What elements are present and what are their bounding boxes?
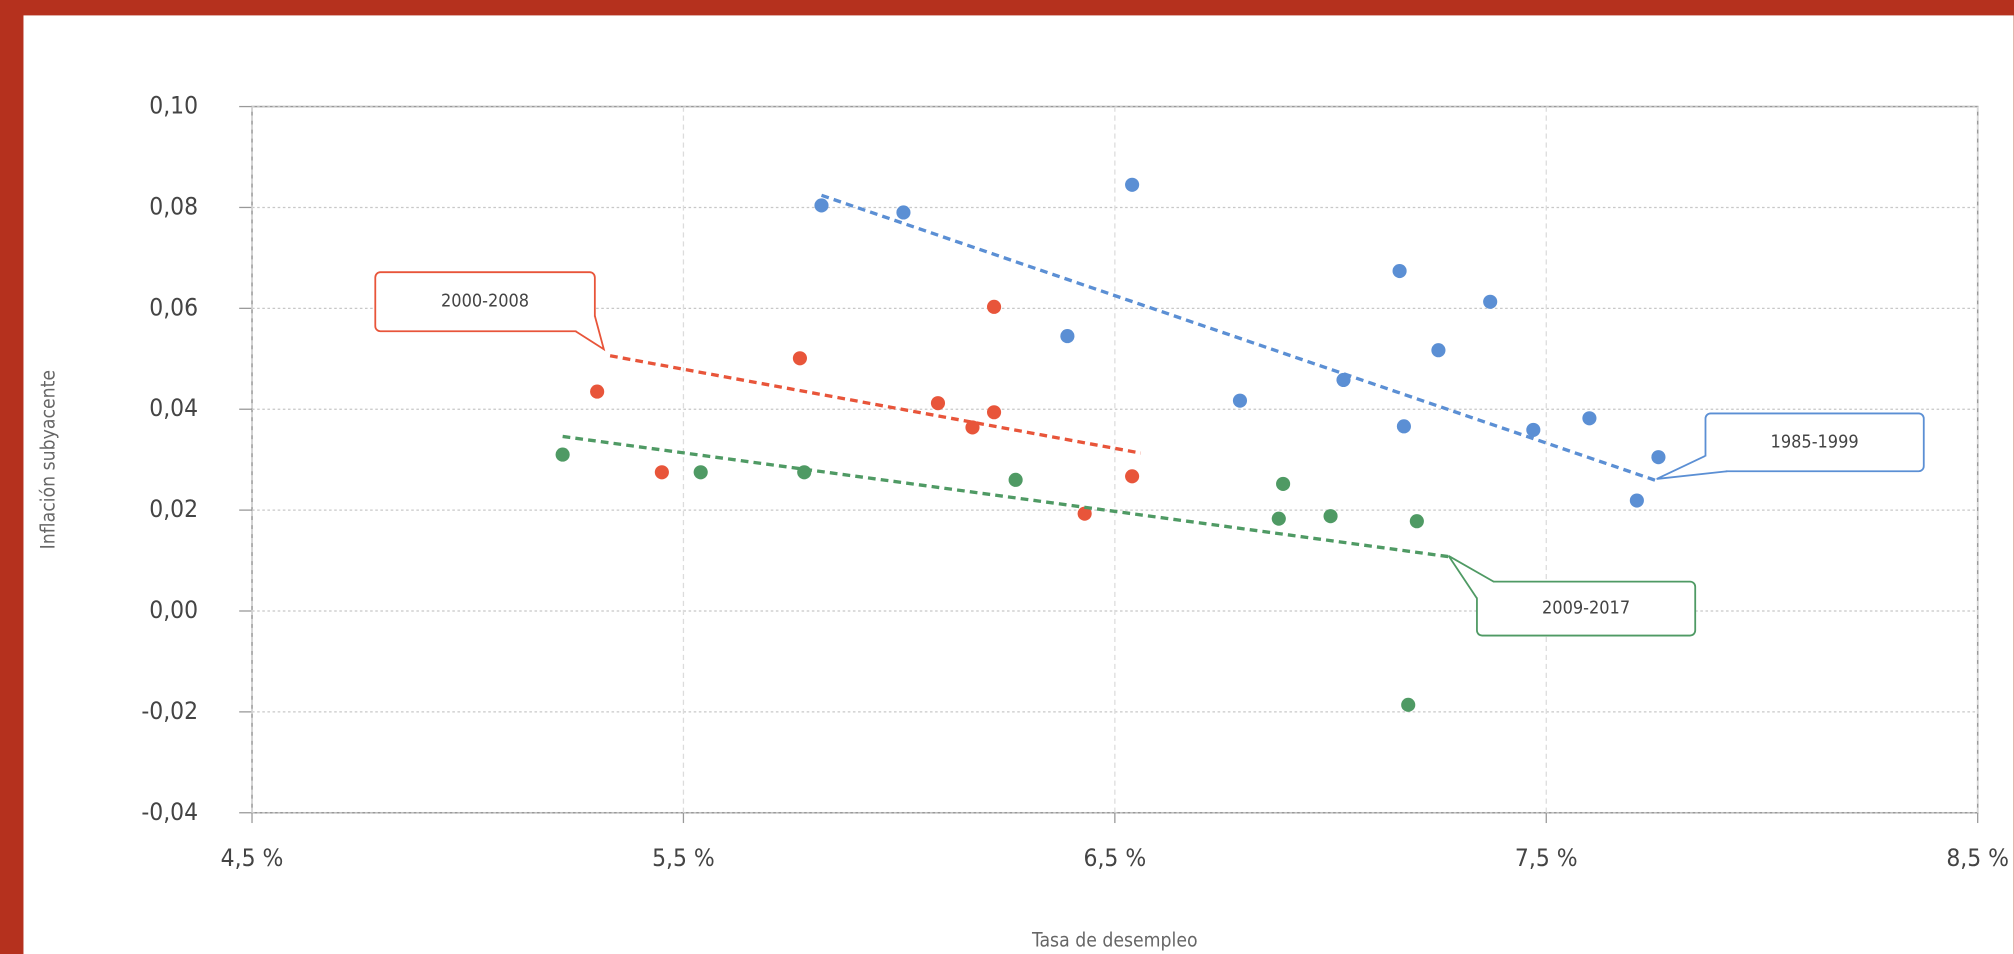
point <box>1008 472 1023 487</box>
point <box>792 351 807 366</box>
x-axis-title: Tasa de desempleo <box>1031 929 1198 952</box>
y-tick-label: 0,04 <box>149 393 198 422</box>
y-tick-label: 0,08 <box>149 191 198 220</box>
callout-box <box>1704 412 1925 473</box>
point <box>1396 419 1411 434</box>
callout-pointer <box>575 315 606 352</box>
y-tick-label: 0,10 <box>149 91 198 120</box>
point <box>930 396 946 411</box>
point <box>693 465 708 480</box>
x-tick-label: 6,5 % <box>1084 843 1147 872</box>
point <box>654 465 669 480</box>
callout-pointer <box>1656 455 1728 480</box>
point <box>1409 514 1424 529</box>
point <box>590 384 605 399</box>
callout-label: 1985-1999 <box>1771 431 1859 452</box>
trend-line <box>609 354 1142 455</box>
trend-line <box>562 434 1452 559</box>
y-axis-title: Inflación subyacente <box>37 370 60 549</box>
y-tick-label: -0,04 <box>141 797 198 826</box>
point <box>1271 511 1286 526</box>
point <box>1651 450 1666 465</box>
y-tick-label: 0,00 <box>149 595 198 624</box>
point <box>797 465 812 480</box>
point <box>1431 343 1446 358</box>
point <box>1336 372 1351 388</box>
point <box>1060 329 1075 344</box>
point <box>1582 411 1597 426</box>
x-tick-label: 5,5 % <box>652 843 715 872</box>
point <box>1323 509 1338 524</box>
point <box>1232 393 1248 408</box>
y-tick-label: 0,06 <box>149 292 198 321</box>
y-tick-label: -0,02 <box>141 696 198 725</box>
callout-box <box>1476 580 1697 637</box>
callout-box <box>374 271 596 333</box>
point <box>986 405 1002 420</box>
point <box>1125 177 1140 192</box>
y-tick-label: 0,02 <box>149 494 198 523</box>
point <box>1483 294 1498 309</box>
point <box>986 299 1002 314</box>
point <box>1401 697 1416 712</box>
point <box>814 198 829 213</box>
point <box>1526 422 1541 437</box>
point <box>965 420 980 435</box>
point <box>1276 476 1291 491</box>
callout-label: 2000-2008 <box>441 291 529 312</box>
callout-label: 2009-2017 <box>1542 598 1630 619</box>
point <box>1629 493 1644 508</box>
point <box>1125 469 1140 484</box>
x-tick-label: 4,5 % <box>221 843 284 872</box>
point <box>896 205 911 220</box>
callout-pointer <box>1447 555 1495 599</box>
trend-line <box>820 193 1659 483</box>
x-tick-label: 7,5 % <box>1515 843 1578 872</box>
x-tick-label: 8,5 % <box>1946 843 2009 872</box>
point <box>1077 506 1092 521</box>
point <box>1392 263 1407 279</box>
point <box>555 447 570 462</box>
